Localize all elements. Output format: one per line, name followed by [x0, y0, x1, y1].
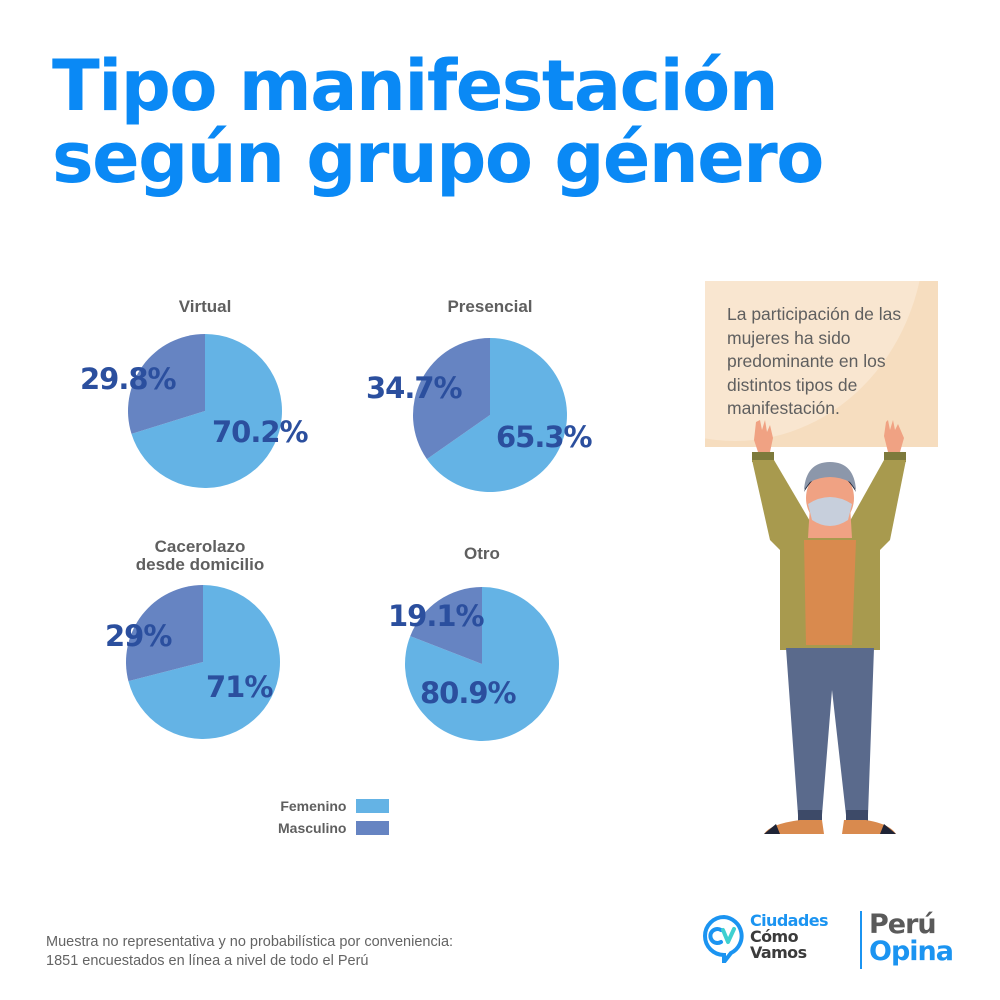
data-label-masculino: 29.8%	[80, 362, 177, 396]
chart-title-cacerolazo-line-2: desde domicilio	[135, 555, 265, 574]
protest-sign: La participación de las mujeres ha sido …	[705, 281, 938, 447]
chart-title-cacerolazo-line-1: Cacerolazo	[154, 537, 246, 556]
page-title: Tipo manifestación según grupo género	[52, 45, 824, 199]
face-mask-head-icon	[804, 462, 856, 526]
chart-title-presencial: Presencial	[447, 297, 533, 316]
data-label-femenino: 80.9%	[420, 676, 517, 710]
chart-title-cacerolazo: Cacerolazo desde domicilio	[80, 538, 320, 574]
left-hand-icon	[754, 420, 773, 452]
data-label-femenino: 65.3%	[496, 420, 593, 454]
right-shoe-icon	[842, 820, 896, 834]
chart-title-virtual: Virtual	[178, 297, 232, 316]
footnote-line-2: 1851 encuestados en línea a nivel de tod…	[46, 953, 369, 969]
logo-text-como: Cómo	[750, 927, 799, 946]
title-line-1: Tipo manifestación	[52, 45, 779, 127]
logo-text-ciudades: Ciudades	[750, 911, 829, 930]
logo-divider	[860, 911, 862, 969]
ciudades-como-vamos-logo-icon	[703, 915, 744, 963]
pie-slice-femenino	[426, 338, 567, 492]
pie-slice-femenino	[128, 585, 280, 740]
logo-text-vamos: Vamos	[750, 943, 807, 962]
legend-swatch-masculino	[356, 821, 390, 835]
footnote: Muestra no representativa y no probabilí…	[46, 933, 453, 971]
logo-text-peru: Perú	[869, 909, 937, 940]
pie-chart-otro: 80.9% 19.1%	[388, 587, 559, 742]
sign-text: La participación de las mujeres ha sido …	[727, 304, 902, 418]
legend-item-femenino: Femenino	[278, 795, 390, 817]
data-label-masculino: 34.7%	[366, 371, 463, 405]
footnote-line-1: Muestra no representativa y no probabilí…	[46, 934, 454, 950]
right-hand-icon	[884, 420, 904, 452]
pie-chart-virtual: 70.2% 29.8%	[80, 334, 310, 488]
data-label-femenino: 70.2%	[212, 415, 309, 449]
legend-item-masculino: Masculino	[278, 817, 390, 839]
data-label-femenino: 71%	[206, 670, 273, 704]
left-shoe-icon	[764, 820, 824, 834]
pie-slice-masculino	[126, 585, 203, 682]
data-label-masculino: 19.1%	[388, 599, 485, 633]
data-label-masculino: 29%	[105, 619, 172, 653]
logo-text-opina: Opina	[869, 936, 954, 967]
legend-label-masculino: Masculino	[278, 820, 347, 836]
pie-slice-femenino	[131, 334, 282, 488]
pie-slice-masculino	[410, 587, 482, 664]
pie-chart-presencial: 65.3% 34.7%	[366, 338, 594, 492]
pie-chart-cacerolazo: 71% 29%	[105, 585, 280, 740]
chart-legend: Femenino Masculino	[278, 795, 390, 839]
title-line-2: según grupo género	[52, 117, 824, 199]
ciudades-como-vamos-wordmark: Ciudades Cómo Vamos	[750, 911, 829, 962]
chart-title-otro: Otro	[464, 544, 500, 563]
legend-swatch-femenino	[356, 799, 390, 813]
logos: Ciudades Cómo Vamos Perú Opina	[703, 911, 963, 971]
pie-slice-masculino	[128, 334, 205, 434]
peru-opina-wordmark: Perú Opina	[869, 909, 954, 967]
pie-slice-masculino	[412, 338, 490, 460]
legend-label-femenino: Femenino	[280, 798, 347, 814]
protester-illustration	[752, 420, 906, 834]
